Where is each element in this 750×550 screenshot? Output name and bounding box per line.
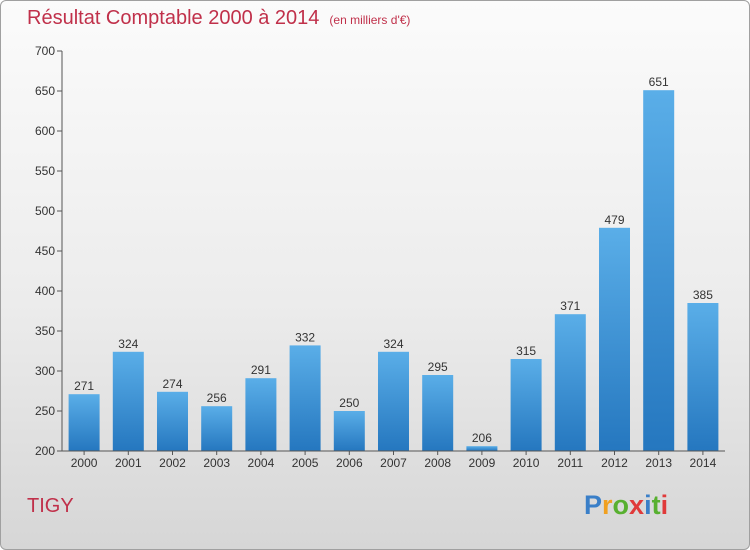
value-label-2013: 651 bbox=[649, 75, 669, 89]
value-label-2002: 274 bbox=[162, 377, 182, 391]
chart-title: Résultat Comptable 2000 à 2014 (en millie… bbox=[27, 7, 410, 30]
value-label-2001: 324 bbox=[118, 337, 138, 351]
bar-2005 bbox=[289, 345, 321, 451]
x-tick-label-2003: 2003 bbox=[203, 456, 230, 470]
proxiti-logo: Proxiti bbox=[584, 490, 668, 521]
logo-letter: t bbox=[651, 490, 661, 520]
y-tick-label: 650 bbox=[35, 84, 55, 98]
logo-letter: i bbox=[644, 490, 652, 520]
bar-2008 bbox=[422, 375, 454, 451]
value-label-2000: 271 bbox=[74, 379, 94, 393]
bar-2002 bbox=[157, 391, 188, 451]
value-label-2007: 324 bbox=[383, 337, 403, 351]
logo-letter: x bbox=[629, 490, 645, 520]
x-tick-label-2009: 2009 bbox=[469, 456, 496, 470]
x-tick-label-2002: 2002 bbox=[159, 456, 186, 470]
bar-2013 bbox=[643, 90, 675, 451]
x-tick-label-2011: 2011 bbox=[557, 456, 583, 470]
x-tick-label-2004: 2004 bbox=[248, 456, 275, 470]
bar-series: 271 324 274 256 291 332 250 324 295 206 315 371 479 6… bbox=[68, 75, 719, 451]
x-tick-label-2000: 2000 bbox=[71, 456, 98, 470]
y-tick-label: 400 bbox=[35, 284, 55, 298]
bar-2009 bbox=[466, 446, 498, 451]
bar-2010 bbox=[510, 359, 542, 451]
x-tick-label-2001: 2001 bbox=[115, 456, 142, 470]
logo-letter: P bbox=[584, 490, 603, 520]
bar-2004 bbox=[245, 378, 277, 451]
bar-2014 bbox=[687, 303, 719, 451]
y-tick-label: 250 bbox=[35, 404, 55, 418]
y-tick-label: 200 bbox=[35, 444, 55, 458]
value-label-2003: 256 bbox=[207, 391, 227, 405]
y-tick-label: 550 bbox=[35, 164, 55, 178]
x-tick-label-2005: 2005 bbox=[292, 456, 319, 470]
y-tick-label: 350 bbox=[35, 324, 55, 338]
value-label-2009: 206 bbox=[472, 431, 492, 445]
logo-letter: o bbox=[612, 490, 630, 520]
bar-2000 bbox=[68, 394, 100, 451]
logo-letter: r bbox=[602, 490, 613, 520]
y-tick-label: 300 bbox=[35, 364, 55, 378]
value-label-2010: 315 bbox=[516, 344, 536, 358]
x-axis: 2000 2001 2002 2003 2004 2005 2006 2007 2008 2009… bbox=[62, 450, 725, 470]
logo-letter: i bbox=[660, 490, 669, 520]
x-tick-label-2012: 2012 bbox=[601, 456, 628, 470]
value-label-2008: 295 bbox=[428, 360, 448, 374]
x-tick-label-2014: 2014 bbox=[690, 456, 717, 470]
bar-2012 bbox=[599, 227, 630, 451]
y-tick-label: 600 bbox=[35, 124, 55, 138]
bar-2007 bbox=[378, 351, 409, 451]
x-tick-label-2007: 2007 bbox=[380, 456, 407, 470]
bar-2001 bbox=[112, 351, 144, 451]
y-tick-label: 450 bbox=[35, 244, 55, 258]
x-tick-label-2013: 2013 bbox=[645, 456, 672, 470]
x-tick-label-2008: 2008 bbox=[424, 456, 451, 470]
value-label-2014: 385 bbox=[693, 288, 713, 302]
value-label-2011: 371 bbox=[560, 299, 580, 313]
value-label-2004: 291 bbox=[251, 363, 271, 377]
bar-2011 bbox=[554, 314, 586, 451]
y-tick-label: 500 bbox=[35, 204, 55, 218]
chart-title-text: Résultat Comptable 2000 à 2014 bbox=[27, 7, 320, 29]
value-label-2012: 479 bbox=[604, 213, 624, 227]
x-tick-label-2010: 2010 bbox=[513, 456, 540, 470]
chart-subtitle: (en milliers d'€) bbox=[329, 13, 411, 27]
bar-2006 bbox=[333, 411, 365, 451]
value-label-2006: 250 bbox=[339, 396, 359, 410]
y-axis: 200 250 300 350 400 450 500 550 600 650 700 bbox=[35, 44, 63, 458]
value-label-2005: 332 bbox=[295, 330, 315, 344]
bar-2003 bbox=[201, 406, 233, 451]
y-tick-label: 700 bbox=[35, 44, 55, 58]
x-tick-label-2006: 2006 bbox=[336, 456, 363, 470]
commune-name: TIGY bbox=[27, 495, 74, 517]
